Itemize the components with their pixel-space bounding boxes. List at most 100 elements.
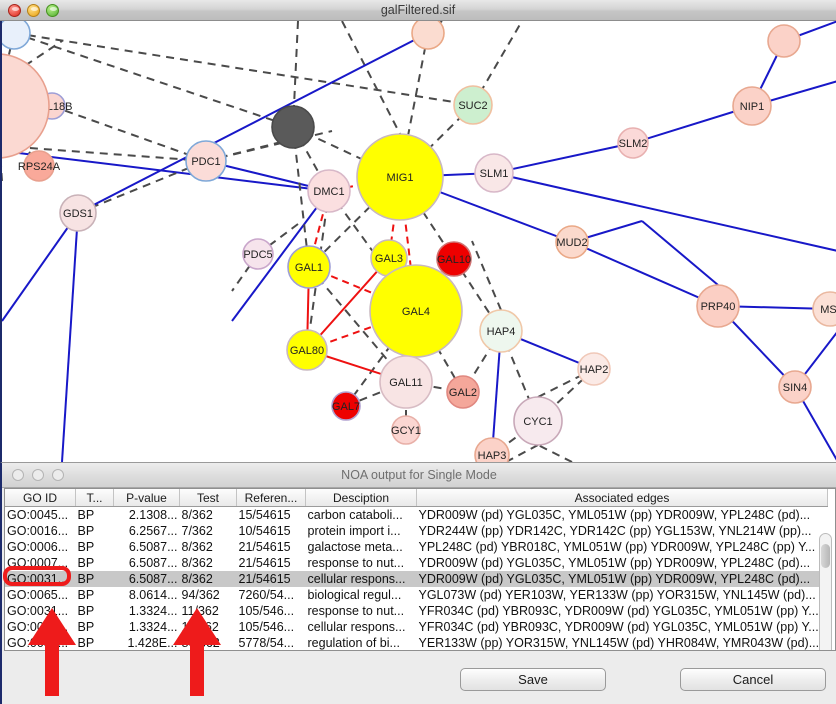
network-edge[interactable] xyxy=(471,240,502,311)
node-circle[interactable] xyxy=(474,437,510,462)
network-edge[interactable] xyxy=(231,190,330,322)
network-edge[interactable] xyxy=(2,212,79,322)
network-edge[interactable] xyxy=(571,241,719,307)
network-node[interactable]: GAL10 xyxy=(436,241,472,277)
column-header-p-value[interactable]: P-value xyxy=(113,489,180,507)
network-node[interactable] xyxy=(271,105,315,149)
column-header-associated-edges[interactable]: Associated edges xyxy=(416,489,828,507)
node-circle[interactable] xyxy=(286,329,328,371)
network-node[interactable]: NIP1 xyxy=(732,86,772,126)
node-circle[interactable] xyxy=(696,284,740,328)
network-canvas[interactable]: RPL18B RPS24A GDS1 PDC1 PDC5 SUC2 MIG1 DMC1 SLM1… xyxy=(0,21,836,462)
network-edge[interactable] xyxy=(2,40,63,82)
table-row[interactable]: GO:0045... BP 2.1308... 8/362 15/54615 carbon… xyxy=(5,507,828,524)
network-node[interactable]: GAL4 xyxy=(369,264,463,358)
network-node[interactable]: MUD2 xyxy=(555,225,589,259)
network-edge[interactable] xyxy=(493,172,836,252)
network-edge[interactable] xyxy=(306,190,330,351)
network-edge[interactable] xyxy=(537,444,573,462)
node-circle[interactable] xyxy=(59,194,97,232)
node-circle[interactable] xyxy=(2,21,31,50)
node-circle[interactable] xyxy=(555,225,589,259)
column-header-test[interactable]: Test xyxy=(179,489,237,507)
node-circle[interactable] xyxy=(446,375,480,409)
node-circle[interactable] xyxy=(271,105,315,149)
network-edge[interactable] xyxy=(77,160,207,214)
close-icon[interactable] xyxy=(8,4,21,17)
table-row[interactable]: GO:0007... BP 6.5087... 8/362 21/54615 respon… xyxy=(5,555,828,571)
node-circle[interactable] xyxy=(369,264,463,358)
column-header-go-id[interactable]: GO ID xyxy=(5,489,76,507)
network-node[interactable]: GAL7 xyxy=(331,391,361,421)
node-circle[interactable] xyxy=(391,415,421,445)
network-node[interactable]: SLM2 xyxy=(617,127,649,159)
network-edge[interactable] xyxy=(345,381,407,407)
network-edge[interactable] xyxy=(205,130,333,162)
node-circle[interactable] xyxy=(577,352,611,386)
network-edge[interactable] xyxy=(51,105,207,162)
network-edge[interactable] xyxy=(2,145,207,162)
table-row[interactable]: GO:0065... BP 8.0614... 94/362 7260/54... bio… xyxy=(5,587,828,603)
network-node[interactable]: PDC5 xyxy=(242,238,274,270)
node-circle[interactable] xyxy=(778,370,812,404)
network-node[interactable]: GCY1 xyxy=(391,415,421,445)
network-node[interactable]: PDC1 xyxy=(185,140,227,182)
node-circle[interactable] xyxy=(479,309,523,353)
network-edge[interactable] xyxy=(399,32,429,178)
results-table-container[interactable]: GO ID T... P-value Test Referen... Desci… xyxy=(4,488,836,651)
network-node[interactable] xyxy=(767,24,801,58)
table-row[interactable]: GO:0016... BP 6.2567... 7/362 10/54615 protei… xyxy=(5,523,828,539)
network-node[interactable]: MIG1 xyxy=(356,133,444,221)
node-circle[interactable] xyxy=(812,291,836,327)
network-node[interactable]: SIN4 xyxy=(778,370,812,404)
node-circle[interactable] xyxy=(2,53,50,159)
network-node[interactable]: DMC1 xyxy=(307,169,351,213)
network-node[interactable]: SUC2 xyxy=(453,85,493,125)
column-header-reference[interactable]: Referen... xyxy=(236,489,306,507)
network-edge[interactable] xyxy=(13,32,474,106)
network-edge[interactable] xyxy=(13,32,294,128)
network-edge[interactable] xyxy=(77,32,429,214)
network-node[interactable]: RPS24A xyxy=(18,150,61,182)
node-circle[interactable] xyxy=(513,396,563,446)
network-edge[interactable] xyxy=(493,142,634,174)
network-node[interactable]: GAL1 xyxy=(287,245,331,289)
zoom-icon[interactable] xyxy=(52,469,64,481)
minimize-icon[interactable] xyxy=(32,469,44,481)
close-icon[interactable] xyxy=(12,469,24,481)
node-circle[interactable] xyxy=(617,127,649,159)
node-circle[interactable] xyxy=(436,241,472,277)
network-edge[interactable] xyxy=(308,266,407,383)
table-row[interactable]: GO:0031... BP 6.5087... 8/362 21/54615 cellul… xyxy=(5,571,828,587)
network-node[interactable]: MSI xyxy=(812,291,836,327)
network-edge[interactable] xyxy=(641,220,719,286)
cancel-button[interactable]: Cancel xyxy=(680,668,826,691)
network-edge[interactable] xyxy=(61,212,79,462)
network-node[interactable]: SLM1 xyxy=(474,153,514,193)
node-circle[interactable] xyxy=(453,85,493,125)
save-button[interactable]: Save xyxy=(460,668,606,691)
network-edge[interactable] xyxy=(292,126,310,268)
network-edge[interactable] xyxy=(632,105,753,144)
network-node[interactable]: HAP4 xyxy=(479,309,523,353)
zoom-icon[interactable] xyxy=(46,4,59,17)
network-node[interactable]: GDS1 xyxy=(59,194,97,232)
node-circle[interactable] xyxy=(379,355,433,409)
table-row[interactable]: GO:0031... BP 1.3324... 11/362 105/546... cel… xyxy=(5,619,828,635)
network-node[interactable]: HAP3 xyxy=(474,437,510,462)
node-circle[interactable] xyxy=(411,21,445,50)
network-node[interactable]: GAL11 xyxy=(379,355,433,409)
node-circle[interactable] xyxy=(767,24,801,58)
node-circle[interactable] xyxy=(307,169,351,213)
network-node[interactable]: PRP40 xyxy=(696,284,740,328)
node-circle[interactable] xyxy=(23,150,55,182)
network-edge[interactable] xyxy=(505,444,539,462)
node-circle[interactable] xyxy=(732,86,772,126)
minimize-icon[interactable] xyxy=(27,4,40,17)
network-edge[interactable] xyxy=(341,21,401,135)
network-edge[interactable] xyxy=(257,220,303,255)
network-node[interactable]: GAL2 xyxy=(446,375,480,409)
table-vertical-scrollbar[interactable] xyxy=(819,533,832,650)
network-node[interactable]: GAL80 xyxy=(286,329,328,371)
node-circle[interactable] xyxy=(474,153,514,193)
